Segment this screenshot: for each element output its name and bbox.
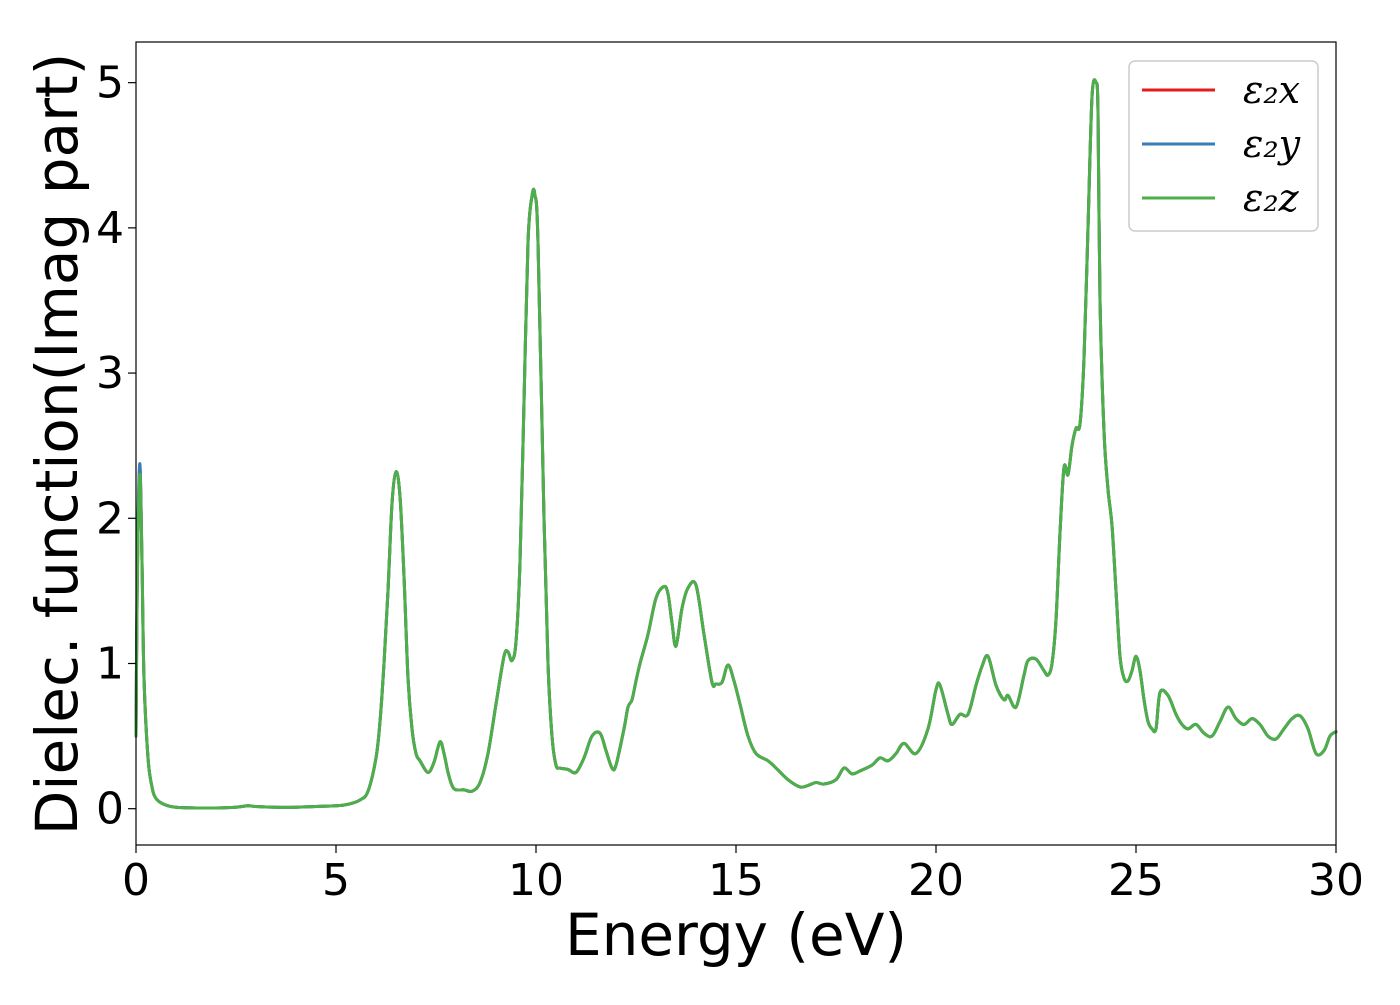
x-tick-label: 30 bbox=[1308, 855, 1364, 906]
legend: ε₂x ε₂y ε₂z bbox=[1128, 60, 1319, 232]
x-tick-label: 25 bbox=[1108, 855, 1164, 906]
x-tick-label: 0 bbox=[122, 855, 150, 906]
legend-label-3: ε₂z bbox=[1243, 176, 1300, 220]
series-line-3 bbox=[134, 78, 1338, 810]
y-axis-ticks: 0 1 2 3 4 5 bbox=[96, 58, 136, 835]
y-tick-label: 2 bbox=[96, 493, 124, 544]
legend-label-1: ε₂x bbox=[1243, 68, 1300, 112]
y-tick-label: 0 bbox=[96, 784, 124, 835]
series-layer bbox=[134, 78, 1338, 810]
legend-box bbox=[1128, 60, 1319, 232]
x-axis-ticks: 0 5 10 15 20 25 30 bbox=[122, 845, 1364, 906]
x-axis-label: Energy (eV) bbox=[565, 901, 907, 969]
legend-label-2: ε₂y bbox=[1243, 122, 1301, 166]
y-axis-label: Dielec. function(Imag part) bbox=[23, 53, 91, 836]
x-tick-label: 20 bbox=[908, 855, 964, 906]
y-tick-label: 3 bbox=[96, 348, 124, 399]
y-tick-label: 4 bbox=[96, 203, 124, 254]
x-tick-label: 5 bbox=[322, 855, 350, 906]
x-tick-label: 15 bbox=[708, 855, 764, 906]
y-tick-label: 1 bbox=[96, 638, 124, 689]
x-tick-label: 10 bbox=[508, 855, 564, 906]
y-tick-label: 5 bbox=[96, 58, 124, 109]
